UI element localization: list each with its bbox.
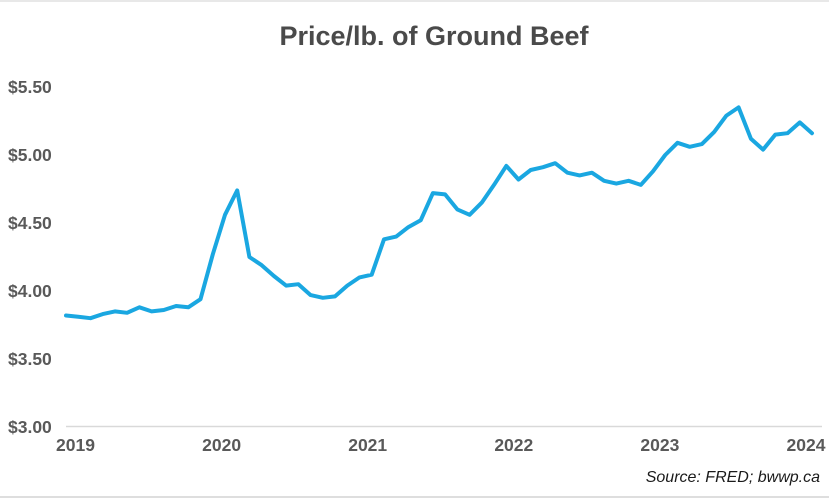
y-tick-label: $3.50 [8,349,52,369]
y-tick-label: $5.00 [8,145,52,165]
x-tick-label: 2023 [640,435,680,455]
x-tick-label: 2024 [786,435,826,455]
y-tick-label: $4.00 [8,281,52,301]
x-tick-label: 2022 [494,435,534,455]
y-tick-label: $3.00 [8,417,52,437]
y-tick-label: $5.50 [8,77,52,97]
x-tick-label: 2019 [56,435,95,455]
x-tick-label: 2020 [202,435,242,455]
source-note: Source: FRED; bwwp.ca [645,469,820,486]
price-series-line [64,105,814,321]
chart-title: Price/lb. of Ground Beef [279,21,589,51]
y-tick-label: $4.50 [8,213,52,233]
x-tick-label: 2021 [348,435,388,455]
